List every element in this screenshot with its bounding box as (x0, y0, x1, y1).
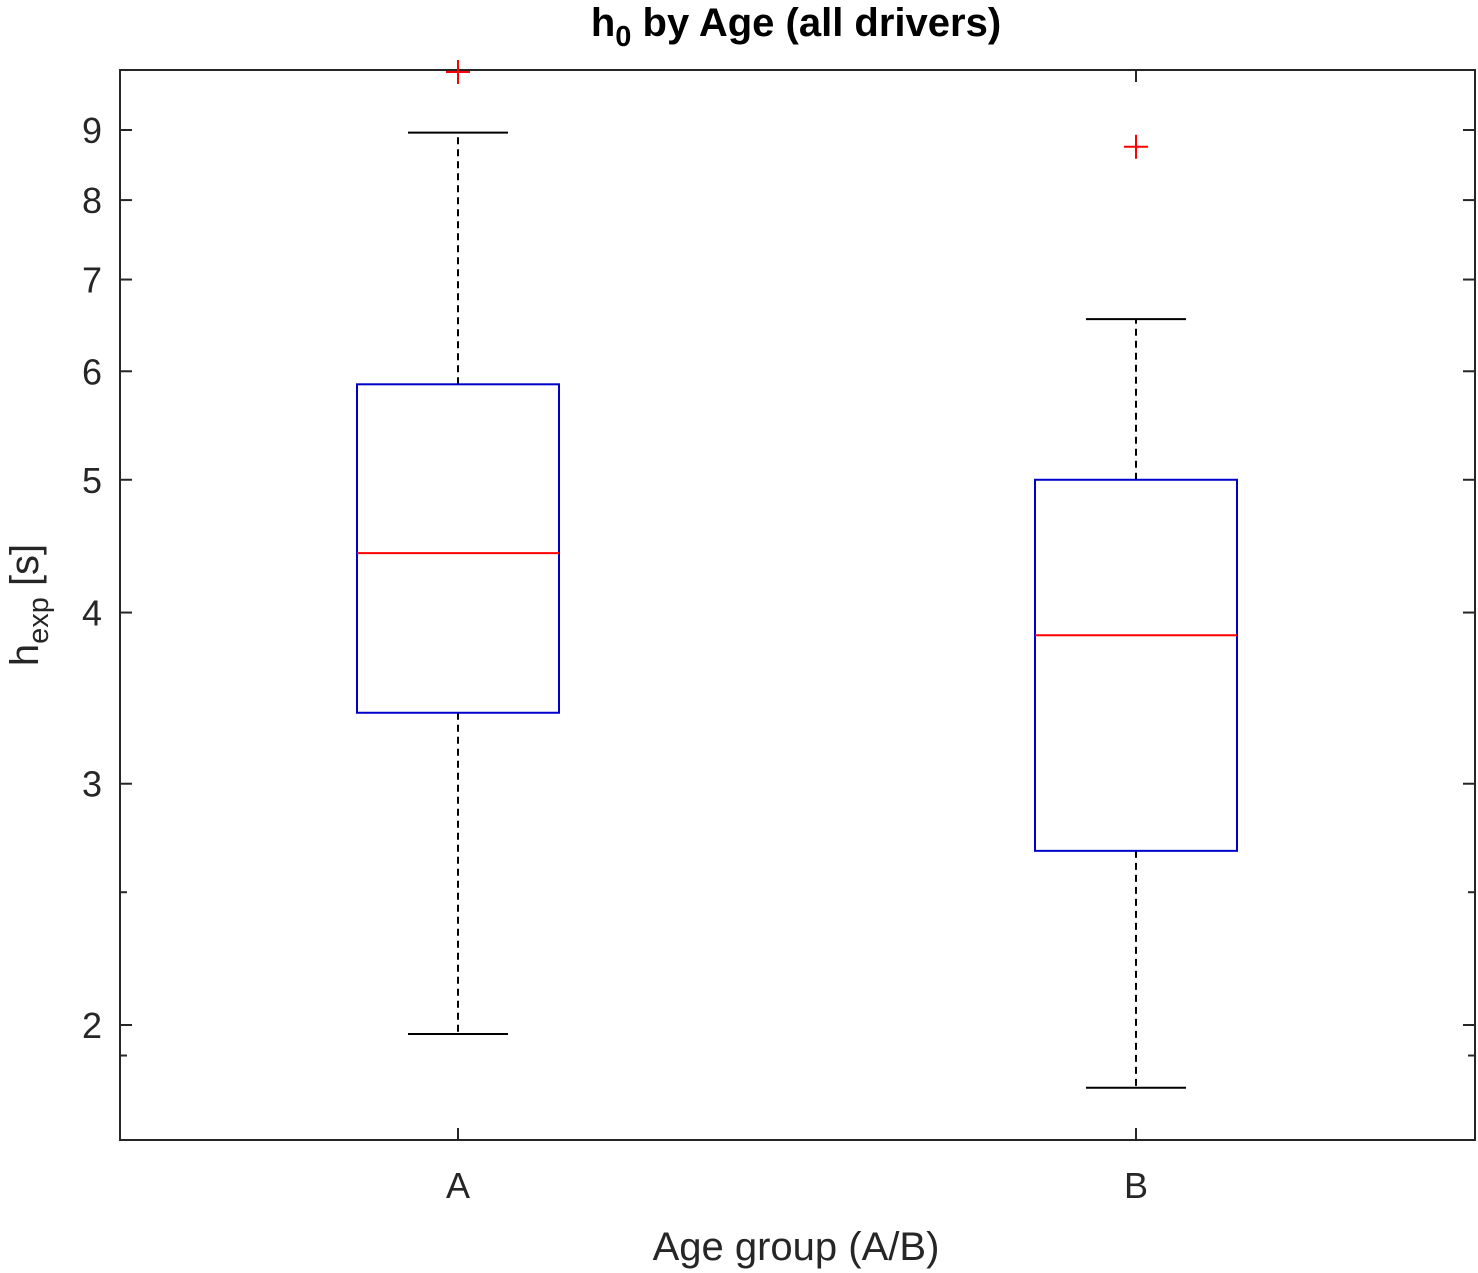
box-group-b (1034, 134, 1238, 1089)
chart-title-main: h (591, 1, 615, 45)
x-axis-title: Age group (A/B) (653, 1225, 940, 1269)
y-tick-label: 7 (82, 260, 102, 301)
y-tick-label: 2 (82, 1005, 102, 1046)
y-axis-ticks: 2 3 4 5 6 7 8 9 (82, 110, 1475, 1057)
y-tick-label: 6 (82, 351, 102, 392)
y-tick-label: 3 (82, 764, 102, 805)
chart-title-subscript: 0 (615, 21, 631, 53)
outlier-marker (1124, 134, 1148, 159)
y-tick-label: 5 (82, 460, 102, 501)
x-tick-label-b: B (1124, 1165, 1148, 1206)
plot-area-frame (119, 69, 1476, 1141)
box-group-a (356, 60, 560, 1035)
x-tick-label-a: A (446, 1165, 470, 1206)
box-iqr (1034, 478, 1238, 852)
outlier-marker (446, 60, 470, 84)
box-iqr (356, 383, 560, 714)
y-axis-title-main: h (3, 644, 47, 666)
y-axis-title: hexp [s] (3, 544, 55, 666)
box-plot-groups (356, 60, 1238, 1089)
y-axis-title-rest: [s] (3, 544, 47, 597)
y-tick-label: 9 (82, 110, 102, 151)
y-tick-label: 4 (82, 593, 102, 634)
y-tick-label: 8 (82, 180, 102, 221)
chart-title-rest: by Age (all drivers) (631, 1, 1001, 45)
chart-title: h0 by Age (all drivers) (591, 1, 1001, 53)
y-axis-title-subscript: exp (23, 597, 55, 644)
